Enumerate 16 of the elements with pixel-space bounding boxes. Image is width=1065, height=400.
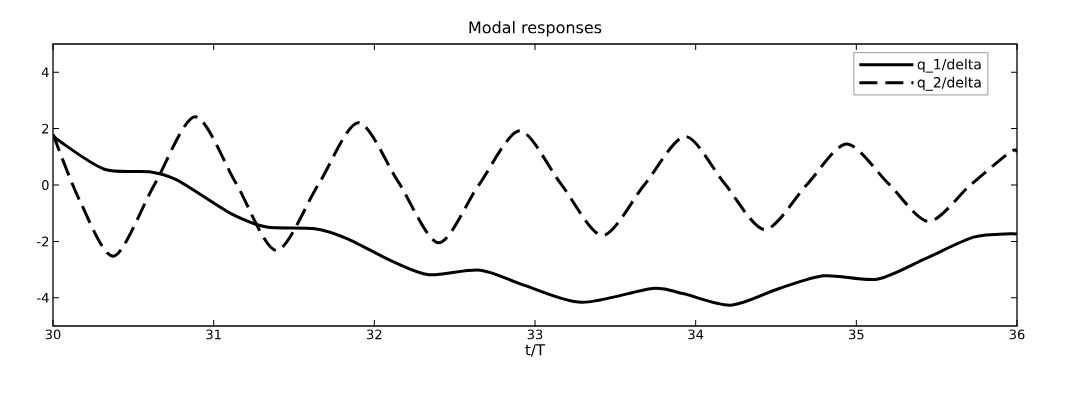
y-tick-label: 0: [42, 180, 49, 190]
legend-label: q_1/delta: [917, 58, 981, 73]
y-tick-label: -4: [37, 293, 49, 303]
y-tick-label: 4: [41, 67, 49, 77]
chart-title: Modal responses: [469, 20, 602, 37]
y-tick-label: 2: [42, 123, 49, 134]
x-tick-label: 33: [527, 329, 543, 340]
x-tick-label: 32: [367, 329, 382, 340]
x-tick-label: 35: [849, 329, 864, 340]
x-tick-label: 34: [688, 329, 704, 340]
x-tick-label: 36: [1009, 329, 1025, 340]
x-tick-label: 31: [206, 329, 221, 340]
x-axis-title: t/T: [525, 344, 546, 357]
x-tick-label: 30: [45, 329, 61, 340]
legend-label: q_2/delta: [917, 76, 981, 91]
y-tick-label: -2: [37, 236, 49, 247]
